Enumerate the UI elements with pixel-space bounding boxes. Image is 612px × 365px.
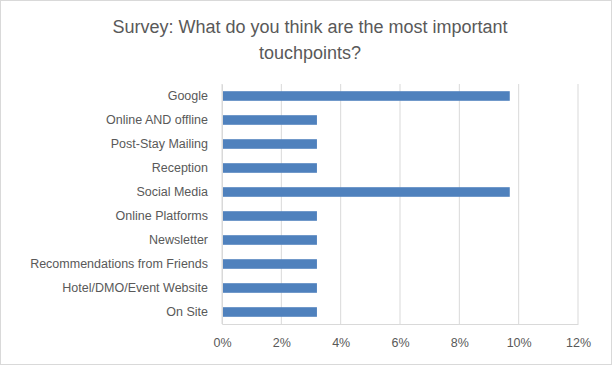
chart-title: Survey: What do you think are the most i… (112, 17, 507, 63)
y-axis-line (222, 85, 223, 325)
y-tick-label: Newsletter (149, 233, 208, 247)
x-tick-label: 10% (507, 336, 532, 350)
x-tick: 0% (213, 324, 231, 350)
y-tick: Online AND offline (106, 113, 222, 127)
bar (222, 91, 510, 101)
y-tick-label: On Site (166, 305, 208, 319)
x-axis-line (223, 324, 579, 325)
y-tick: Reception (152, 161, 222, 175)
x-axis: 0% 2% 4% 6% 8% 10% 12% (213, 324, 591, 350)
title-line: touchpoints? (259, 43, 361, 63)
bar (222, 307, 317, 317)
y-tick-label: Recommendations from Friends (30, 257, 208, 271)
y-tick-label: Social Media (136, 185, 208, 199)
bar (222, 139, 317, 149)
y-tick: Post-Stay Mailing (111, 137, 222, 151)
x-tick: 12% (566, 324, 591, 350)
y-tick-label: Post-Stay Mailing (111, 137, 208, 151)
x-tick-label: 12% (566, 336, 591, 350)
title-line: Survey: What do you think are the most i… (112, 17, 507, 37)
y-tick: Social Media (136, 185, 222, 199)
x-tick: 6% (391, 324, 409, 350)
grid-line (222, 84, 223, 324)
y-axis: Google Online AND offline Post-Stay Mailin… (30, 85, 222, 325)
x-tick: 10% (507, 324, 532, 350)
bars (222, 91, 510, 317)
bar (222, 163, 317, 173)
y-tick: Hotel/DMO/Event Website (62, 281, 222, 295)
grid-line (340, 84, 341, 324)
grid-line (518, 84, 519, 324)
x-tick-label: 0% (213, 336, 231, 350)
grid-line (400, 84, 401, 324)
chart-container: Survey: What do you think are the most i… (0, 0, 612, 365)
bar (222, 235, 317, 245)
y-tick-label: Reception (152, 161, 208, 175)
bar (222, 187, 510, 197)
bar (222, 283, 317, 293)
x-tick-label: 2% (273, 336, 291, 350)
grid-line (459, 84, 460, 324)
grid (222, 84, 578, 324)
chart-svg: Survey: What do you think are the most i… (0, 0, 612, 365)
y-tick: On Site (166, 305, 222, 319)
y-tick: Online Platforms (116, 209, 222, 223)
y-tick: Recommendations from Friends (30, 257, 222, 271)
y-tick-label: Hotel/DMO/Event Website (62, 281, 208, 295)
x-tick: 8% (451, 324, 469, 350)
bar (222, 211, 317, 221)
plot-area: 0% 2% 4% 6% 8% 10% 12% Google Online AND offline… (30, 84, 591, 350)
y-tick-label: Online AND offline (106, 113, 208, 127)
x-tick-label: 8% (451, 336, 469, 350)
x-tick: 4% (332, 324, 350, 350)
bar (222, 115, 317, 125)
bar (222, 259, 317, 269)
grid-line (578, 84, 579, 324)
x-tick-label: 4% (332, 336, 350, 350)
x-tick: 2% (273, 324, 291, 350)
y-tick-label: Google (168, 89, 208, 103)
y-tick: Newsletter (149, 233, 222, 247)
y-tick-label: Online Platforms (116, 209, 208, 223)
y-tick: Google (168, 89, 222, 103)
x-tick-label: 6% (391, 336, 409, 350)
chart-border (1, 1, 612, 365)
